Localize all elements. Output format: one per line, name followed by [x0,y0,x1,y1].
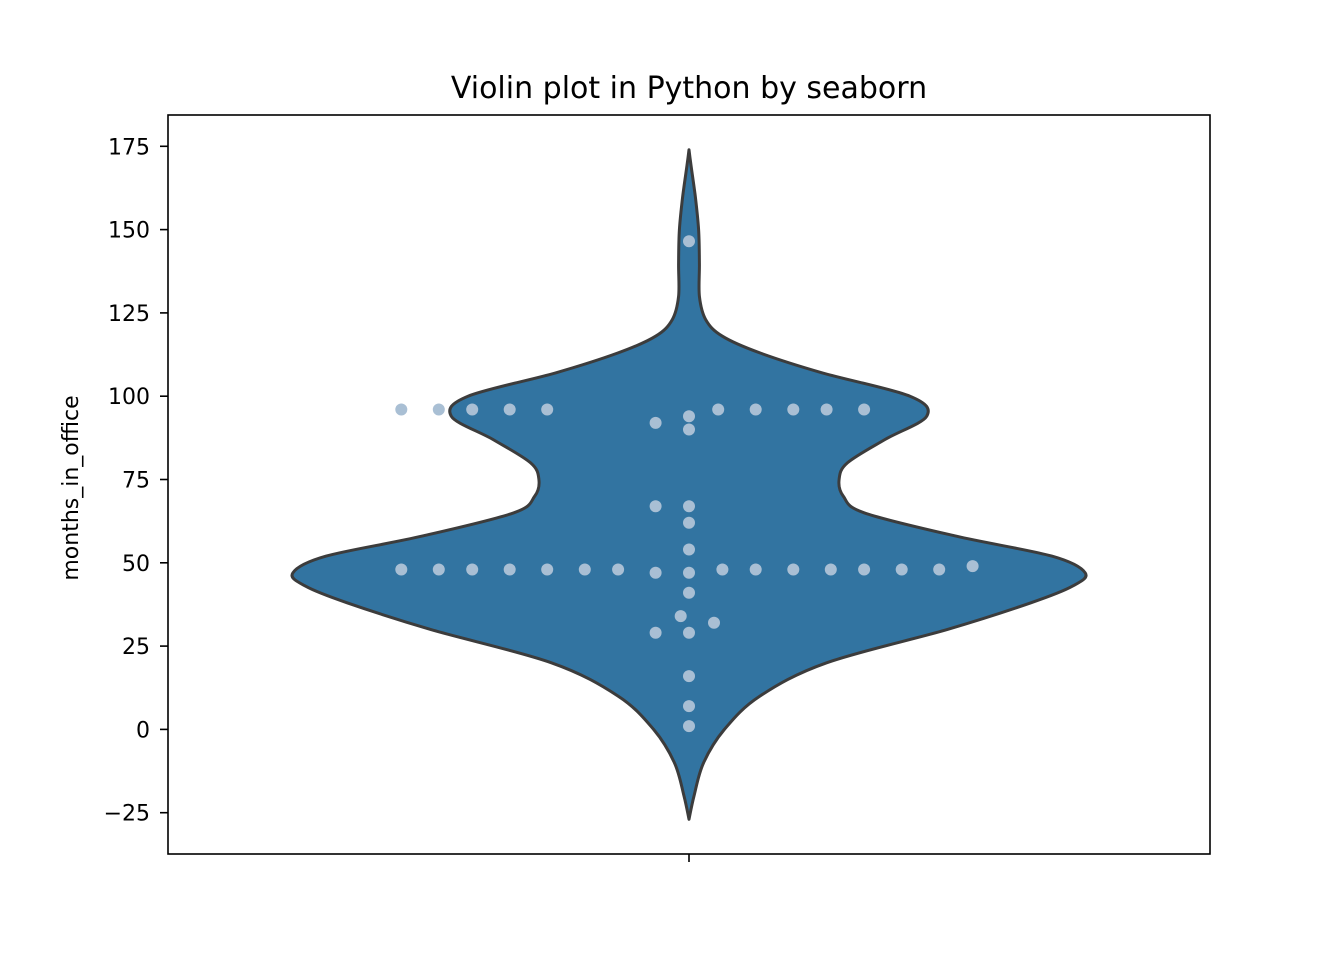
violin-layer [290,148,1088,821]
data-point [683,500,695,513]
data-point [683,543,695,556]
y-axis: −25 0 25 50 75 100 125 150 175 [104,135,168,827]
data-point [432,563,445,576]
data-point [683,516,695,529]
data-point [683,566,695,579]
data-point [787,403,800,416]
y-tick-label: 25 [122,635,150,660]
data-point [503,403,516,416]
y-tick-label: −25 [104,802,150,827]
data-point [708,616,720,629]
data-point [858,403,871,416]
data-point [683,235,695,248]
data-point [541,403,554,416]
data-point [749,403,762,416]
y-tick-label: 150 [108,219,150,244]
y-tick-label: 75 [122,469,150,494]
data-point [649,500,662,513]
violin-body [290,148,1088,821]
data-point [683,700,695,713]
chart-title: Violin plot in Python by seaborn [451,71,927,106]
data-point [683,670,695,683]
data-point [966,560,979,573]
data-point [503,563,516,576]
data-point [649,566,662,579]
data-point [395,403,408,416]
data-point [895,563,908,576]
data-point [858,563,871,576]
data-point [683,720,695,733]
y-tick-label: 0 [136,718,150,743]
data-point [820,403,833,416]
data-point [749,563,762,576]
points-layer [395,235,979,733]
data-point [683,586,695,599]
data-point [649,626,662,639]
y-tick-label: 175 [108,135,150,160]
y-tick-label: 125 [108,302,150,327]
data-point [787,563,800,576]
data-point [466,563,479,576]
data-point [612,563,625,576]
y-axis-label: months_in_office [59,395,84,580]
data-point [541,563,554,576]
data-point [432,403,445,416]
data-point [712,403,725,416]
data-point [683,423,695,436]
data-point [466,403,479,416]
data-point [683,410,695,423]
data-point [395,563,408,576]
data-point [933,563,946,576]
y-tick-label: 50 [122,552,150,577]
data-point [649,416,662,429]
data-point [824,563,837,576]
y-tick-label: 100 [108,385,150,410]
data-point [578,563,591,576]
data-point [716,563,729,576]
data-point [674,610,687,623]
data-point [683,626,695,639]
